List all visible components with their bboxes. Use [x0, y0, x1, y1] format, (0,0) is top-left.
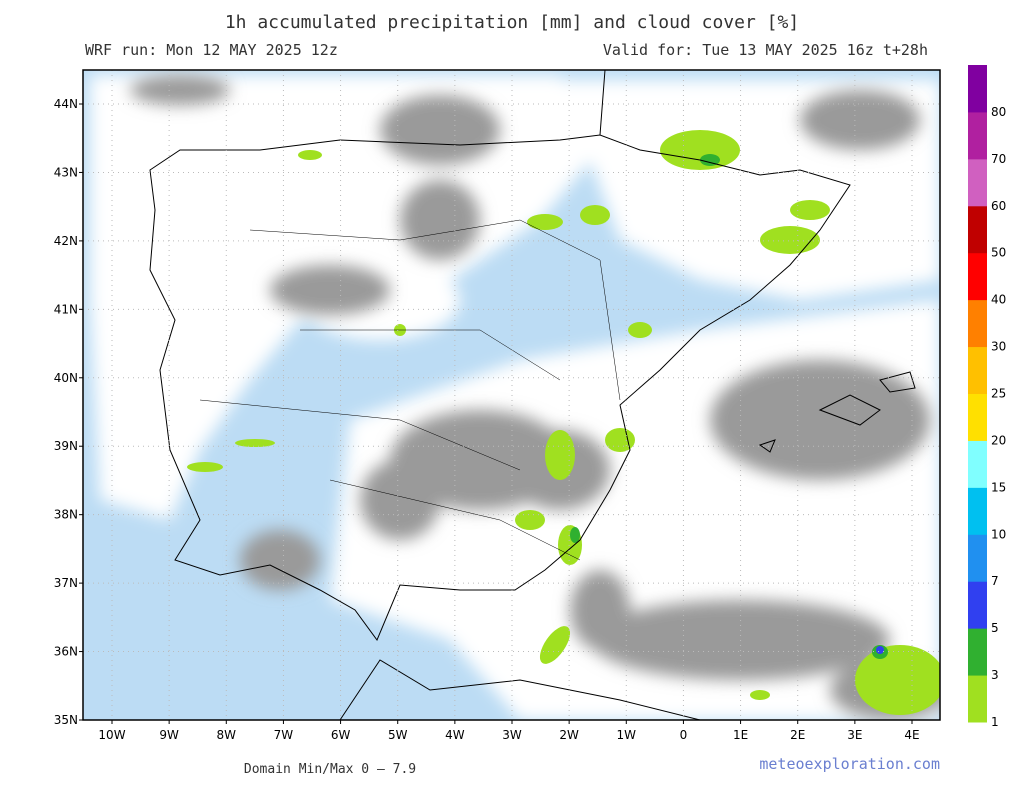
colorbar-label: 60 — [991, 199, 1006, 213]
colorbar-segment — [968, 487, 987, 535]
map-area — [83, 70, 940, 720]
colorbar-label: 40 — [991, 293, 1006, 307]
latitude-label: 37N — [54, 576, 78, 590]
run-info: WRF run: Mon 12 MAY 2025 12z — [85, 41, 338, 59]
colorbar-label: 50 — [991, 246, 1006, 260]
valid-info: Valid for: Tue 13 MAY 2025 16z t+28h — [603, 41, 928, 59]
latitude-label: 42N — [54, 234, 78, 248]
longitude-label: 2E — [790, 728, 805, 742]
longitude-label: 1E — [733, 728, 748, 742]
latitude-label: 44N — [54, 97, 78, 111]
colorbar-label: 30 — [991, 340, 1006, 354]
latitude-label: 40N — [54, 371, 78, 385]
domain-minmax: Domain Min/Max 0 — 7.9 — [244, 762, 416, 777]
colorbar-segment — [968, 252, 987, 301]
longitude-label: 6W — [331, 728, 351, 742]
colorbar-segment — [968, 581, 987, 629]
latitude-label: 39N — [54, 439, 78, 453]
longitude-label: 7W — [274, 728, 294, 742]
longitude-label: 0 — [680, 728, 688, 742]
colorbar-label: 15 — [991, 480, 1006, 494]
longitude-label: 1W — [617, 728, 637, 742]
colorbar-segment — [968, 675, 987, 723]
colorbar-segment — [968, 346, 987, 394]
colorbar-label: 1 — [991, 715, 999, 729]
colorbar-segment — [968, 299, 987, 348]
colorbar-label: 80 — [991, 105, 1006, 119]
colorbar-label: 20 — [991, 433, 1006, 447]
colorbar-segment — [968, 65, 987, 113]
colorbar-label: 7 — [991, 574, 999, 588]
latitude-label: 38N — [54, 508, 78, 522]
longitude-label: 10W — [98, 728, 125, 742]
colorbar-segment — [968, 205, 987, 254]
longitude-label: 3W — [502, 728, 522, 742]
colorbar-label: 5 — [991, 621, 999, 635]
latitude-label: 41N — [54, 302, 78, 316]
longitude-label: 2W — [559, 728, 579, 742]
latitude-label: 43N — [54, 165, 78, 179]
colorbar-segment — [968, 534, 987, 582]
latitude-label: 35N — [54, 713, 78, 727]
longitude-label: 4W — [445, 728, 465, 742]
latitude-label: 36N — [54, 645, 78, 659]
title: 1h accumulated precipitation [mm] and cl… — [225, 12, 799, 33]
longitude-label: 4E — [904, 728, 919, 742]
longitude-label: 5W — [388, 728, 408, 742]
colorbar-label: 3 — [991, 668, 999, 682]
site-name: meteoexploration.com — [759, 755, 940, 773]
longitude-label: 9W — [159, 728, 179, 742]
colorbar-label: 25 — [991, 387, 1006, 401]
colorbar-label: 70 — [991, 152, 1006, 166]
longitude-label: 8W — [217, 728, 237, 742]
colorbar-segment — [968, 628, 987, 676]
colorbar-segment — [968, 393, 987, 441]
colorbar: 1 3 5 7 10 15 20 25 30 40 50 60 70 80 — [968, 65, 1006, 729]
colorbar-label: 10 — [991, 527, 1006, 541]
colorbar-segment — [968, 158, 987, 207]
colorbar-segment — [968, 111, 987, 160]
colorbar-segment — [968, 440, 987, 488]
longitude-label: 3E — [847, 728, 862, 742]
